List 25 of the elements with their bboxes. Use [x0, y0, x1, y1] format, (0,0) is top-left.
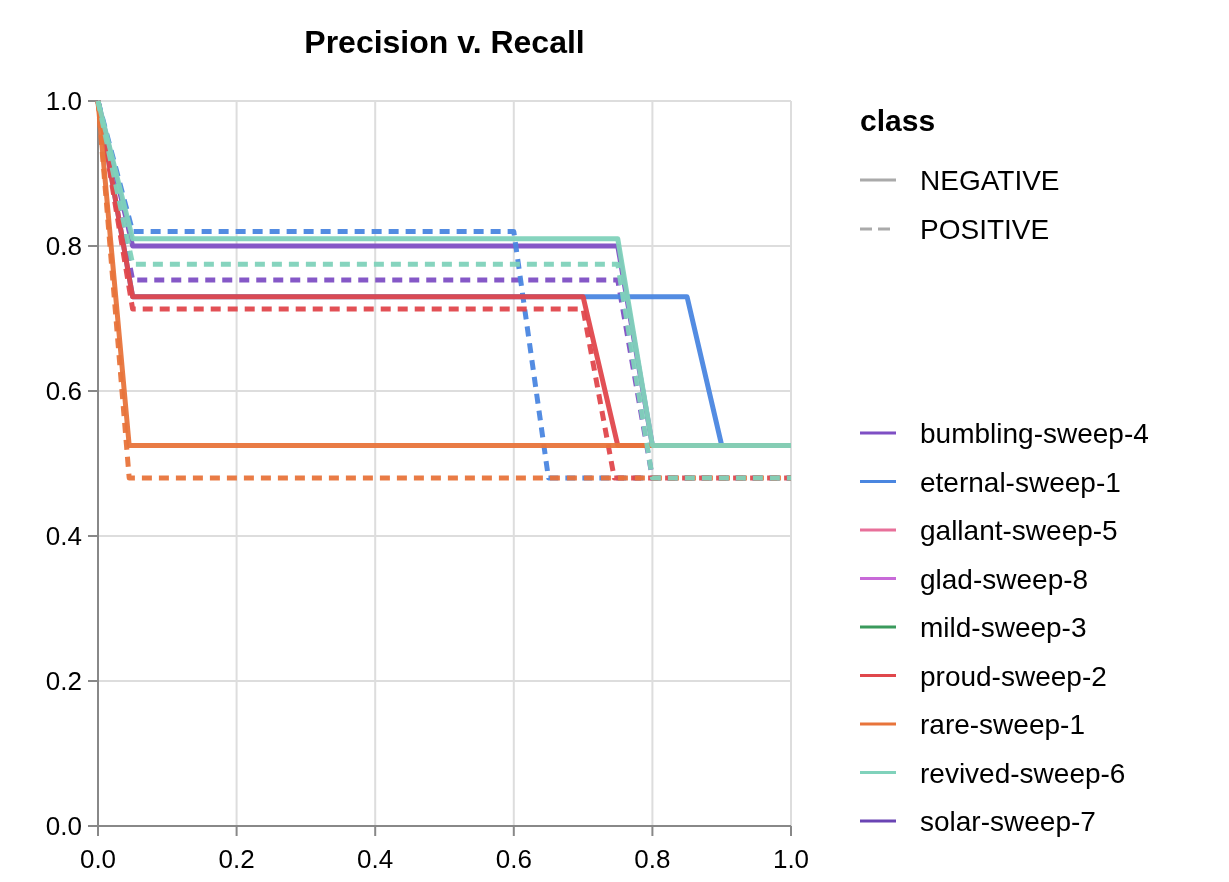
legend-label: glad-sweep-8 — [920, 563, 1089, 595]
legend-title: class — [860, 104, 936, 137]
x-tick-label: 0.4 — [357, 844, 394, 874]
legend-label: NEGATIVE — [920, 165, 1060, 196]
y-tick-label: 0.2 — [45, 666, 82, 696]
chart-title: Precision v. Recall — [304, 24, 585, 60]
x-tick-label: 1.0 — [772, 844, 810, 874]
y-tick-label: 1.0 — [45, 86, 82, 116]
legend-label: rare-sweep-1 — [920, 709, 1085, 740]
legend-label: bumbling-sweep-4 — [920, 418, 1149, 449]
legend-label: mild-sweep-3 — [920, 612, 1087, 643]
x-tick-label: 0.8 — [634, 844, 671, 874]
legend-label: gallant-sweep-5 — [920, 515, 1118, 546]
x-tick-label: 0.6 — [495, 844, 532, 874]
y-tick-label: 0.8 — [45, 231, 82, 261]
legend-label: proud-sweep-2 — [920, 660, 1107, 692]
legend-label: eternal-sweep-1 — [920, 466, 1121, 498]
x-tick-label: 0.2 — [218, 844, 255, 874]
legend-label: solar-sweep-7 — [920, 806, 1096, 837]
legend-label: revived-sweep-6 — [920, 757, 1126, 789]
y-tick-label: 0.4 — [45, 521, 82, 551]
x-tick-label: 0.0 — [79, 844, 117, 874]
legend-label: POSITIVE — [920, 214, 1050, 245]
y-tick-label: 0.6 — [45, 376, 82, 406]
y-tick-label: 0.0 — [45, 811, 82, 841]
